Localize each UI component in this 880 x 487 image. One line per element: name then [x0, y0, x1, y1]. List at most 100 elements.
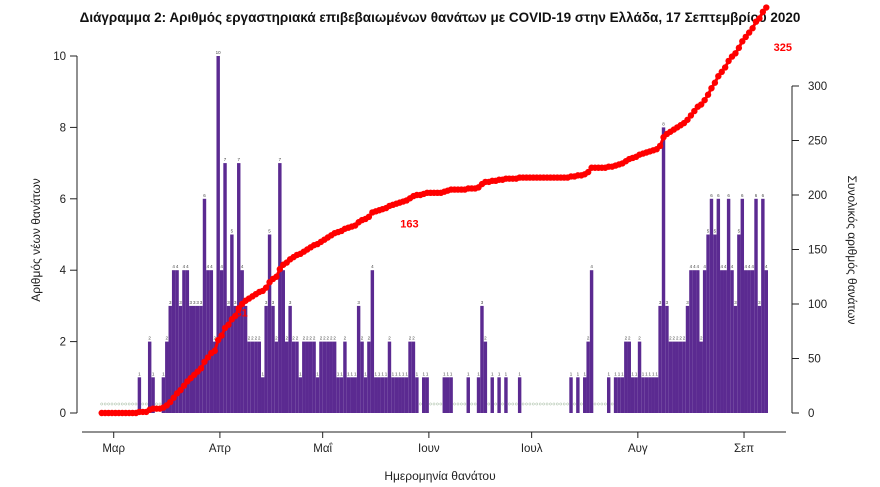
zero-marker — [470, 402, 474, 406]
bar — [411, 341, 416, 413]
cumulative-point — [197, 365, 205, 372]
bar-value-label: 1 — [138, 371, 141, 376]
bar-value-label: 1 — [577, 371, 580, 376]
bar-value-label: 1 — [405, 371, 408, 376]
bar — [151, 377, 155, 413]
bar — [315, 377, 320, 413]
bar-value-label: 1 — [652, 371, 655, 376]
zero-day-markers — [100, 402, 614, 406]
bar-value-label: 1 — [385, 371, 388, 376]
bar — [298, 377, 303, 413]
bar — [387, 341, 392, 413]
bar — [630, 377, 635, 413]
bar-value-label: 2 — [251, 336, 254, 341]
zero-marker — [494, 402, 498, 406]
zero-marker — [525, 402, 528, 406]
bar — [161, 377, 166, 413]
bar-value-label: 4 — [748, 264, 751, 269]
zero-marker — [593, 402, 597, 406]
bar-value-label: 2 — [303, 336, 306, 341]
zero-marker — [562, 402, 566, 406]
left-y-axis: 0 2 4 6 8 10 — [53, 51, 78, 420]
bar — [271, 305, 275, 413]
bar — [195, 305, 200, 413]
bar — [723, 270, 727, 413]
cumulative-value-label: 81 — [235, 308, 247, 320]
bar-value-label: 1 — [570, 371, 573, 376]
bar-value-label: 4 — [172, 264, 175, 269]
zero-marker — [600, 402, 604, 406]
bar — [343, 341, 347, 413]
bar — [367, 341, 371, 413]
cumulative-point — [211, 347, 218, 355]
bar-value-label: 10 — [216, 50, 222, 55]
bar — [483, 341, 488, 413]
bar — [449, 377, 453, 413]
cumulative-point — [691, 107, 698, 115]
cumulative-point — [745, 29, 753, 36]
bar — [189, 305, 193, 413]
bar-value-label: 3 — [169, 300, 172, 305]
bar — [757, 305, 762, 413]
zero-marker — [463, 402, 467, 406]
bar — [291, 341, 296, 413]
bar-value-label: 3 — [659, 300, 662, 305]
bar — [408, 341, 412, 413]
x-tick-label: Μαΐ — [313, 443, 333, 455]
bar — [398, 377, 402, 413]
bar-value-label: 2 — [388, 336, 391, 341]
left-tick-label: 2 — [60, 337, 66, 349]
zero-marker — [100, 402, 104, 406]
bar — [199, 305, 203, 413]
bar — [401, 377, 405, 413]
left-tick-label: 10 — [53, 51, 66, 63]
bar — [308, 341, 313, 413]
zero-marker — [610, 402, 614, 406]
bar-value-label: 1 — [618, 371, 621, 376]
bar-value-label: 6 — [203, 193, 206, 198]
bar — [576, 377, 580, 413]
bar — [267, 234, 272, 413]
bar-value-label: 1 — [583, 371, 586, 376]
bar-value-label: 3 — [758, 300, 761, 305]
bar — [764, 270, 768, 413]
bar — [733, 305, 738, 413]
bar-value-label: 1 — [261, 371, 264, 376]
bar-value-label: 6 — [755, 193, 758, 198]
cumulative-point — [170, 394, 177, 401]
bar — [730, 270, 734, 413]
cumulative-deaths-line — [98, 4, 770, 417]
cumulative-point — [201, 358, 208, 365]
bar-value-label: 1 — [422, 371, 425, 376]
bar-value-label: 2 — [292, 336, 295, 341]
bar-value-label: 3 — [196, 300, 199, 305]
bar-value-label: 1 — [381, 371, 384, 376]
x-tick-label: Ιουλ — [521, 443, 543, 455]
bar-value-label: 1 — [316, 371, 319, 376]
bar-value-label: 2 — [275, 336, 278, 341]
bar — [250, 341, 255, 413]
bar-value-label: 1 — [645, 371, 648, 376]
bar — [654, 377, 659, 413]
bar-value-label: 3 — [357, 300, 360, 305]
bar-value-label: 4 — [751, 264, 754, 269]
zero-marker — [552, 402, 556, 406]
bar-value-label: 2 — [484, 336, 487, 341]
bar-value-labels: 1211234434433336442104735374322221353274… — [138, 50, 768, 376]
bar — [175, 270, 179, 413]
bar — [319, 341, 323, 413]
zero-marker — [511, 402, 515, 406]
chart-title: Διάγραμμα 2: Αριθμός εργαστηριακά επιβεβ… — [80, 10, 801, 25]
bar-value-label: 2 — [296, 336, 299, 341]
bar-value-label: 1 — [416, 371, 419, 376]
zero-marker — [453, 402, 456, 406]
zero-marker — [521, 402, 525, 406]
bar — [237, 163, 241, 413]
bar — [706, 234, 710, 413]
zero-marker — [555, 402, 559, 406]
bar — [257, 341, 262, 413]
bar-value-label: 4 — [703, 264, 706, 269]
bar-value-label: 2 — [638, 336, 641, 341]
bar-value-label: 5 — [268, 229, 271, 234]
bar-value-label: 2 — [320, 336, 323, 341]
